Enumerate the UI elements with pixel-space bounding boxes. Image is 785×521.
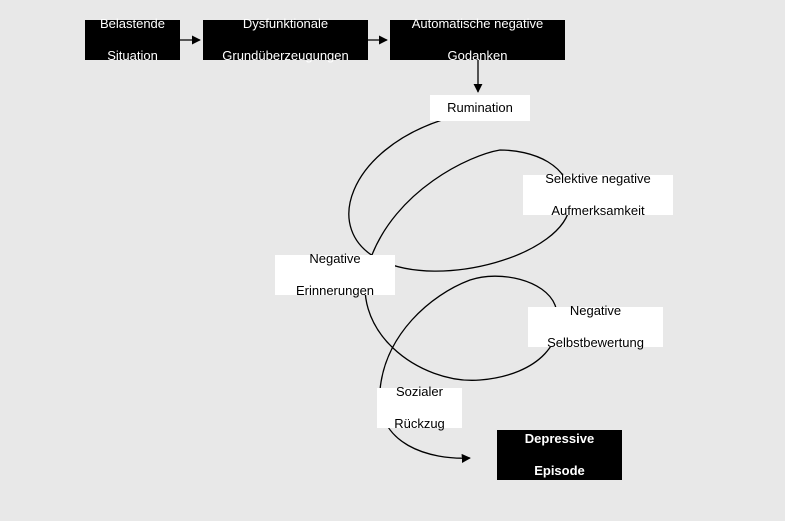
node-depressive-episode: Depressive Episode: [497, 430, 622, 480]
text-line: Episode: [534, 463, 585, 479]
diagram-canvas: Belastende Situation Dysfunktionale Grun…: [0, 0, 785, 521]
text-line: Depressive: [525, 431, 594, 447]
node-dysfunktionale-grunduberzeugungen: Dysfunktionale Grundüberzeugungen: [203, 20, 368, 60]
text-line: Rumination: [447, 100, 513, 116]
text-line: Dysfunktionale: [243, 16, 328, 32]
text-line: Rückzug: [394, 416, 445, 432]
text-line: Belastende: [100, 16, 165, 32]
text-line: Selbstbewertung: [547, 335, 644, 351]
text-line: Erinnerungen: [296, 283, 374, 299]
text-line: Aufmerksamkeit: [551, 203, 644, 219]
node-sozialer-rueckzug: Sozialer Rückzug: [377, 388, 462, 428]
text-line: Sozialer: [396, 384, 443, 400]
text-line: Selektive negative: [545, 171, 651, 187]
node-rumination: Rumination: [430, 95, 530, 121]
node-selektive-negative-aufmerksamkeit: Selektive negative Aufmerksamkeit: [523, 175, 673, 215]
text-line: Grundüberzeugungen: [222, 48, 349, 64]
text-line: Negative: [309, 251, 360, 267]
node-negative-erinnerungen: Negative Erinnerungen: [275, 255, 395, 295]
text-line: Situation: [107, 48, 158, 64]
text-line: Negative: [570, 303, 621, 319]
node-automatische-negative-gedanken: Automatische negative Godanken: [390, 20, 565, 60]
node-negative-selbstbewertung: Negative Selbstbewertung: [528, 307, 663, 347]
node-belastende-situation: Belastende Situation: [85, 20, 180, 60]
text-line: Automatische negative: [412, 16, 544, 32]
text-line: Godanken: [448, 48, 508, 64]
